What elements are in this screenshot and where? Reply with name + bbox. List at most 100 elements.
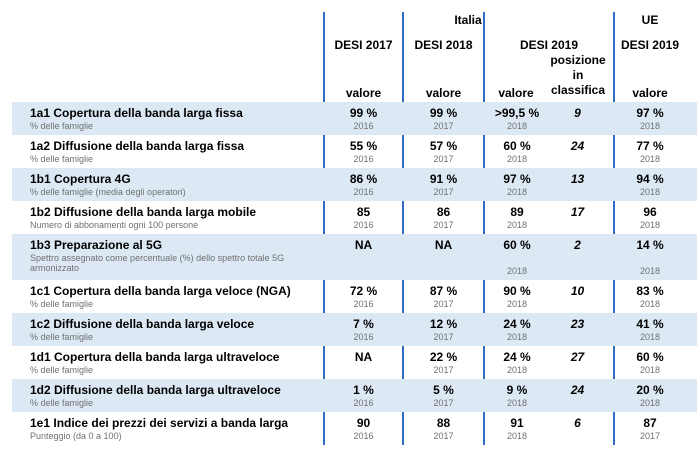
column-divider-left — [323, 12, 325, 445]
year-desi-2018: 2017 — [433, 398, 454, 408]
rank-value: 23 — [570, 317, 585, 331]
indicator-title: 1d2 Diffusione della banda larga ultrave… — [30, 383, 281, 397]
table-row: 1d2 Diffusione della banda larga ultrave… — [12, 379, 697, 412]
value-ue: 14 % — [636, 238, 664, 252]
value-desi-2017: 72 % — [349, 284, 378, 298]
year-desi-2017: 2016 — [353, 121, 374, 131]
rank-value: 6 — [574, 416, 581, 430]
year-desi-2018: 2017 — [433, 154, 454, 164]
rank-value: 24 — [570, 139, 585, 153]
indicator-title: 1b3 Preparazione al 5G — [30, 238, 163, 252]
value-desi-2019: 24 % — [503, 350, 531, 364]
value-ue: 20 % — [636, 383, 664, 397]
table-row: 1a2 Diffusione della banda larga fissa %… — [12, 135, 697, 168]
rank-value: 10 — [570, 284, 585, 298]
value-ue: 77 % — [636, 139, 664, 153]
indicator-title: 1b1 Copertura 4G — [30, 172, 131, 186]
year-desi-2019: 2018 — [506, 121, 528, 131]
indicator-subtitle: Spettro assegnato come percentuale (%) d… — [30, 253, 285, 273]
value-desi-2018: NA — [434, 238, 453, 252]
header-rank-line3: classifica — [550, 83, 606, 97]
value-desi-2019: 89 — [510, 205, 524, 219]
year-ue: 2018 — [639, 187, 661, 197]
indicator-title: 1a1 Copertura della banda larga fissa — [30, 106, 243, 120]
year-desi-2019: 2018 — [506, 154, 528, 164]
value-ue: 87 — [643, 416, 657, 430]
year-desi-2017: 2016 — [353, 220, 374, 230]
table-row: 1b3 Preparazione al 5G Spettro assegnato… — [12, 234, 697, 280]
value-desi-2018: 87 % — [429, 284, 458, 298]
rank-value: 24 — [570, 383, 585, 397]
value-ue: 94 % — [636, 172, 664, 186]
value-desi-2017: 55 % — [349, 139, 378, 153]
value-desi-2017: 85 — [356, 205, 371, 219]
indicator-title: 1c2 Diffusione della banda larga veloce — [30, 317, 255, 331]
value-ue: 60 % — [636, 350, 664, 364]
column-divider-middle-right — [483, 12, 485, 445]
year-ue: 2018 — [639, 365, 661, 375]
header-ue-desi-2019: DESI 2019 — [620, 38, 680, 52]
header-group-italia: Italia — [454, 13, 482, 27]
indicator-title: 1b2 Diffusione della banda larga mobile — [30, 205, 257, 219]
value-desi-2019: 97 % — [503, 172, 531, 186]
value-desi-2018: 12 % — [429, 317, 458, 331]
year-desi-2019: 2018 — [506, 266, 528, 276]
table-row: 1d1 Copertura della banda larga ultravel… — [12, 346, 697, 379]
value-desi-2017: 7 % — [353, 317, 374, 331]
indicator-subtitle: Numero di abbonamenti ogni 100 persone — [30, 220, 199, 230]
year-desi-2018: 2017 — [433, 187, 454, 197]
year-desi-2019: 2018 — [506, 431, 528, 441]
indicator-subtitle: % delle famiglie — [30, 398, 94, 408]
value-ue: 96 — [643, 205, 657, 219]
value-desi-2019: 60 % — [503, 238, 531, 252]
table-row: 1b1 Copertura 4G % delle famiglie (media… — [12, 168, 697, 201]
column-divider-right — [613, 12, 615, 445]
value-desi-2019: 91 — [510, 416, 524, 430]
year-ue: 2018 — [639, 121, 661, 131]
year-desi-2019: 2018 — [506, 220, 528, 230]
year-desi-2017: 2016 — [353, 154, 374, 164]
rank-value: 27 — [570, 350, 585, 364]
value-desi-2018: 91 % — [429, 172, 458, 186]
year-desi-2017: 2016 — [353, 299, 374, 309]
value-desi-2018: 88 — [436, 416, 451, 430]
value-desi-2019: 24 % — [503, 317, 531, 331]
rank-value: 2 — [574, 238, 581, 252]
indicator-subtitle: Punteggio (da 0 a 100) — [30, 431, 122, 441]
indicator-subtitle: % delle famiglie — [30, 121, 94, 131]
table-row: 1c1 Copertura della banda larga veloce (… — [12, 280, 697, 313]
year-desi-2018: 2017 — [433, 365, 454, 375]
indicator-title: 1c1 Copertura della banda larga veloce (… — [30, 284, 291, 298]
value-desi-2017: 86 % — [349, 172, 378, 186]
year-ue: 2017 — [639, 431, 661, 441]
header-rank-line1: posizione — [550, 53, 606, 67]
value-ue: 83 % — [636, 284, 664, 298]
year-desi-2017: 2016 — [353, 187, 374, 197]
value-desi-2017: NA — [354, 238, 373, 252]
value-desi-2018: 5 % — [433, 383, 454, 397]
header-valore-2019: valore — [498, 86, 534, 100]
year-desi-2019: 2018 — [506, 332, 528, 342]
year-ue: 2018 — [639, 299, 661, 309]
header-desi-2018: DESI 2018 — [414, 38, 473, 52]
header-group-ue: UE — [641, 13, 659, 27]
header-desi-2019: DESI 2019 — [519, 38, 579, 52]
header-valore-2018: valore — [425, 86, 462, 100]
table-row: 1c2 Diffusione della banda larga veloce … — [12, 313, 697, 346]
indicator-title: 1e1 Indice dei prezzi dei servizi a band… — [30, 416, 289, 430]
year-desi-2017: 2016 — [353, 332, 374, 342]
year-desi-2018: 2017 — [433, 299, 454, 309]
year-ue: 2018 — [639, 220, 661, 230]
value-desi-2018: 57 % — [429, 139, 458, 153]
value-ue: 97 % — [636, 106, 664, 120]
value-desi-2019: >99,5 % — [494, 106, 540, 120]
value-desi-2019: 60 % — [503, 139, 531, 153]
year-desi-2017: 2016 — [353, 431, 374, 441]
year-ue: 2018 — [639, 398, 661, 408]
indicator-title: 1d1 Copertura della banda larga ultravel… — [30, 350, 280, 364]
value-desi-2018: 86 — [436, 205, 451, 219]
header-desi-2017: DESI 2017 — [334, 38, 393, 52]
column-divider-middle-left — [402, 12, 404, 445]
indicator-subtitle: % delle famiglie — [30, 299, 94, 309]
year-ue: 2018 — [639, 154, 661, 164]
